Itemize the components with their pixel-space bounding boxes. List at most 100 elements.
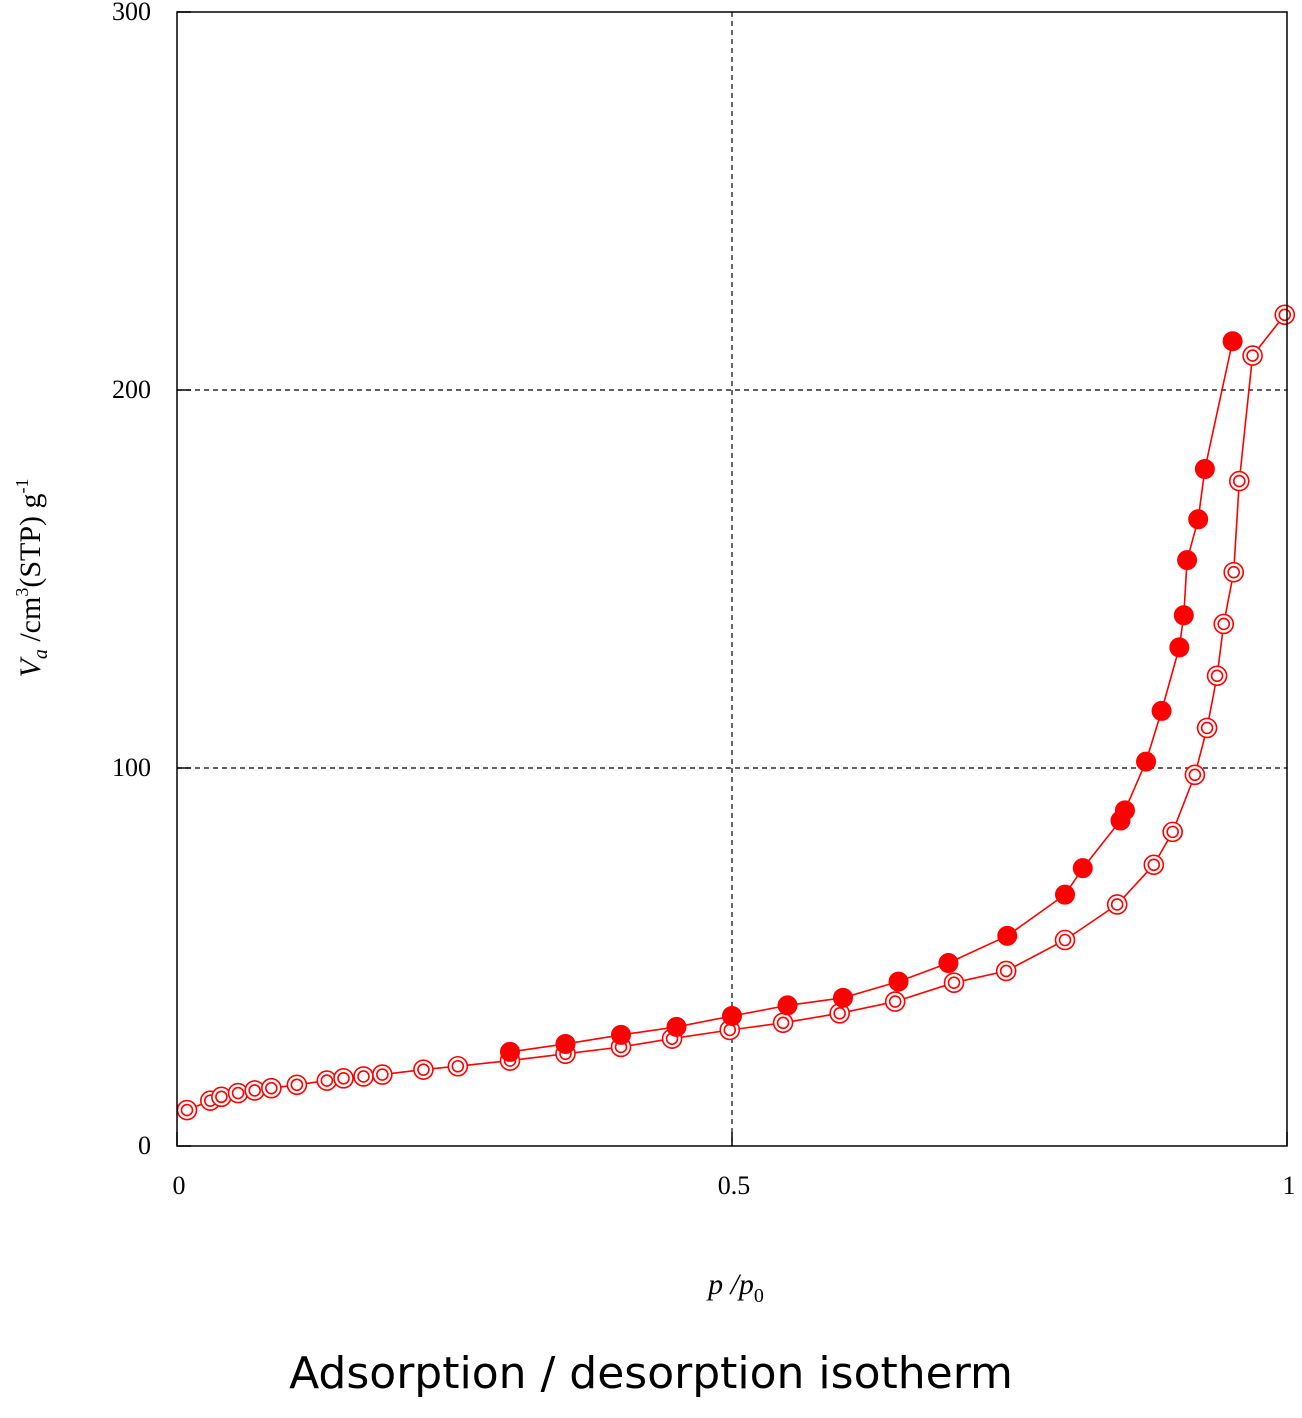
marker-outer-ring — [353, 1066, 374, 1087]
y-tick-label: 200 — [112, 375, 151, 404]
marker-outer-ring — [1196, 717, 1218, 739]
marker-inner-ring — [776, 1016, 790, 1030]
desorption-point — [244, 1080, 265, 1101]
adsorption-point — [1072, 858, 1093, 879]
marker-inner-ring — [1110, 898, 1124, 911]
desorption-point — [1242, 345, 1263, 366]
axis-ticks: 0 100 200 300 0 0.5 1 — [112, 0, 1296, 1200]
desorption-point — [176, 1099, 198, 1121]
marker-inner-ring — [947, 976, 961, 990]
desorption-point — [333, 1068, 354, 1089]
marker-outer-ring — [1054, 929, 1076, 951]
marker-outer-ring — [176, 1099, 198, 1121]
marker-inner-ring — [1200, 721, 1214, 735]
desorption-point — [353, 1066, 374, 1087]
desorption-point — [1213, 613, 1235, 635]
desorption-point — [1223, 561, 1245, 583]
series-1-line — [186, 314, 1286, 1111]
marker-inner-ring — [231, 1086, 245, 1100]
adsorption-point — [1177, 550, 1198, 571]
adsorption-point — [1114, 800, 1135, 821]
marker-outer-ring — [211, 1086, 232, 1108]
desorption-point — [1274, 304, 1296, 326]
marker-outer-ring — [261, 1077, 282, 1099]
marker-inner-ring — [1232, 474, 1246, 488]
marker-inner-ring — [180, 1103, 194, 1117]
desorption-point — [1184, 764, 1206, 786]
marker-outer-ring — [1184, 764, 1206, 786]
marker-outer-ring — [1162, 821, 1183, 843]
adsorption-point — [1136, 751, 1157, 772]
marker-outer-ring — [333, 1068, 354, 1089]
y-tick-label: 300 — [112, 0, 151, 26]
marker-inner-ring — [1147, 858, 1161, 872]
adsorption-point — [555, 1033, 576, 1054]
marker-inner-ring — [320, 1074, 334, 1087]
adsorption-point — [1188, 509, 1209, 530]
desorption-point — [884, 991, 906, 1012]
desorption-point — [1196, 717, 1218, 739]
adsorption-point — [611, 1024, 631, 1045]
marker-inner-ring — [265, 1081, 278, 1095]
desorption-point — [943, 972, 965, 994]
x-axis-label: p /p0 — [706, 1268, 764, 1307]
marker-inner-ring — [1246, 349, 1259, 362]
adsorption-point — [722, 1005, 742, 1026]
marker-inner-ring — [1217, 617, 1231, 631]
x-tick-label: 0 — [173, 1171, 186, 1200]
desorption-point — [286, 1074, 308, 1096]
marker-inner-ring — [357, 1070, 370, 1083]
isotherm-chart: 0 100 200 300 0 0.5 1 p /p0 Va /cm3(STP) g-1 — [12, 0, 1296, 1307]
desorption-point — [1162, 821, 1183, 843]
desorption-point — [261, 1077, 282, 1099]
marker-inner-ring — [1188, 768, 1202, 782]
marker-inner-ring — [215, 1090, 228, 1104]
adsorption-point — [777, 995, 798, 1016]
figure-caption: Adsorption / desorption isotherm — [289, 1348, 1013, 1399]
desorption-point — [1228, 470, 1250, 492]
marker-outer-ring — [1223, 561, 1245, 583]
marker-outer-ring — [1206, 665, 1228, 687]
desorption-point — [413, 1059, 434, 1080]
desorption-point — [316, 1070, 338, 1091]
adsorption-point — [500, 1041, 520, 1062]
marker-outer-ring — [372, 1064, 393, 1085]
adsorption-point — [938, 953, 959, 974]
adsorption-point — [1055, 884, 1075, 905]
adsorption-point — [888, 971, 909, 992]
desorption-point — [995, 960, 1017, 982]
desorption-point — [1106, 894, 1128, 915]
adsorption-point — [1194, 459, 1215, 480]
marker-outer-ring — [286, 1074, 308, 1096]
desorption-point — [447, 1055, 469, 1077]
data-markers — [176, 304, 1296, 1121]
adsorption-point — [1173, 605, 1194, 626]
adsorption-point — [833, 987, 853, 1008]
adsorption-point — [666, 1016, 687, 1037]
marker-inner-ring — [290, 1078, 304, 1092]
marker-outer-ring — [995, 960, 1017, 982]
desorption-point — [1143, 854, 1165, 876]
marker-outer-ring — [884, 991, 906, 1012]
marker-outer-ring — [1242, 345, 1263, 366]
marker-outer-ring — [1106, 894, 1128, 915]
series-lines — [186, 314, 1286, 1111]
marker-inner-ring — [1210, 669, 1224, 683]
x-tick-label: 0.5 — [718, 1171, 751, 1200]
marker-outer-ring — [1143, 854, 1165, 876]
marker-inner-ring — [1278, 308, 1292, 322]
marker-inner-ring — [1166, 825, 1179, 839]
marker-inner-ring — [417, 1063, 430, 1076]
marker-outer-ring — [447, 1055, 469, 1077]
desorption-point — [1054, 929, 1076, 951]
series-2-line — [509, 341, 1234, 1053]
marker-outer-ring — [772, 1012, 794, 1034]
desorption-point — [227, 1082, 249, 1104]
y-tick-label: 100 — [112, 753, 151, 782]
adsorption-point — [997, 925, 1018, 946]
y-axis-label: Va /cm3(STP) g-1 — [12, 478, 52, 677]
marker-inner-ring — [833, 1007, 846, 1020]
marker-inner-ring — [248, 1084, 261, 1097]
marker-inner-ring — [999, 964, 1013, 978]
marker-outer-ring — [1274, 304, 1296, 326]
